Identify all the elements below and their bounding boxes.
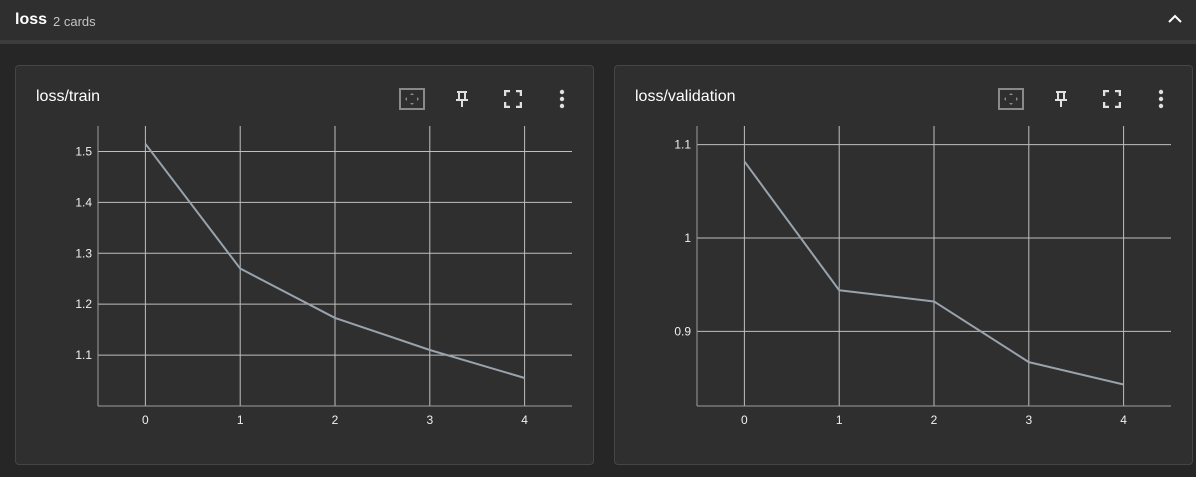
x-tick-label: 1: [836, 413, 843, 427]
fit-domain-button[interactable]: [997, 86, 1025, 112]
x-tick-label: 2: [332, 413, 339, 427]
card-title: loss/validation: [635, 88, 736, 105]
line-chart[interactable]: 0 1 2 3 4 0.9 1 1.1: [615, 66, 1194, 466]
x-tick-label: 3: [426, 413, 433, 427]
y-tick-label: 1.3: [75, 246, 92, 260]
x-tick-label: 2: [931, 413, 938, 427]
line-chart[interactable]: 0 1 2 3 4 1.1 1.2 1.3 1.4 1.5: [16, 66, 595, 466]
more-vert-icon: [1158, 89, 1164, 109]
x-tick-label: 3: [1025, 413, 1032, 427]
y-tick-label: 1: [684, 231, 691, 245]
x-tick-label: 4: [521, 413, 528, 427]
scalar-card-loss-train: loss/train 0 1 2 3 4 1.1 1.2 1.3 1.4 1.5: [15, 65, 594, 465]
series-line: [144, 143, 525, 379]
fullscreen-button[interactable]: [1098, 86, 1126, 112]
x-tick-label: 1: [237, 413, 244, 427]
pin-button[interactable]: [1047, 86, 1075, 112]
collapse-group-button[interactable]: [1164, 8, 1186, 30]
y-tick-label: 1.2: [75, 297, 92, 311]
group-title: loss: [15, 11, 48, 28]
x-tick-label: 0: [142, 413, 149, 427]
scalar-card-loss-validation: loss/validation 0 1 2 3 4 0.9 1 1.1: [614, 65, 1193, 465]
x-tick-label: 0: [741, 413, 748, 427]
fullscreen-icon: [504, 90, 522, 108]
series-line: [743, 160, 1124, 386]
y-tick-label: 1.4: [75, 195, 92, 209]
fit-domain-icon: [998, 88, 1024, 110]
group-card-count: 2 cards: [53, 14, 96, 29]
fit-domain-button[interactable]: [398, 86, 426, 112]
y-tick-label: 1.5: [75, 144, 92, 158]
more-options-button[interactable]: [1147, 86, 1175, 112]
y-tick-label: 0.9: [674, 324, 691, 338]
fullscreen-icon: [1103, 90, 1121, 108]
fullscreen-button[interactable]: [499, 86, 527, 112]
chevron-up-icon: [1168, 14, 1182, 23]
pin-button[interactable]: [448, 86, 476, 112]
y-tick-label: 1.1: [75, 348, 92, 362]
card-group-header[interactable]: loss 2 cards: [0, 0, 1196, 44]
more-options-button[interactable]: [548, 86, 576, 112]
y-tick-label: 1.1: [674, 138, 691, 152]
more-vert-icon: [559, 89, 565, 109]
fit-domain-icon: [399, 88, 425, 110]
card-title: loss/train: [36, 88, 101, 105]
pin-icon: [456, 91, 468, 107]
pin-icon: [1055, 91, 1067, 107]
x-tick-label: 4: [1120, 413, 1127, 427]
